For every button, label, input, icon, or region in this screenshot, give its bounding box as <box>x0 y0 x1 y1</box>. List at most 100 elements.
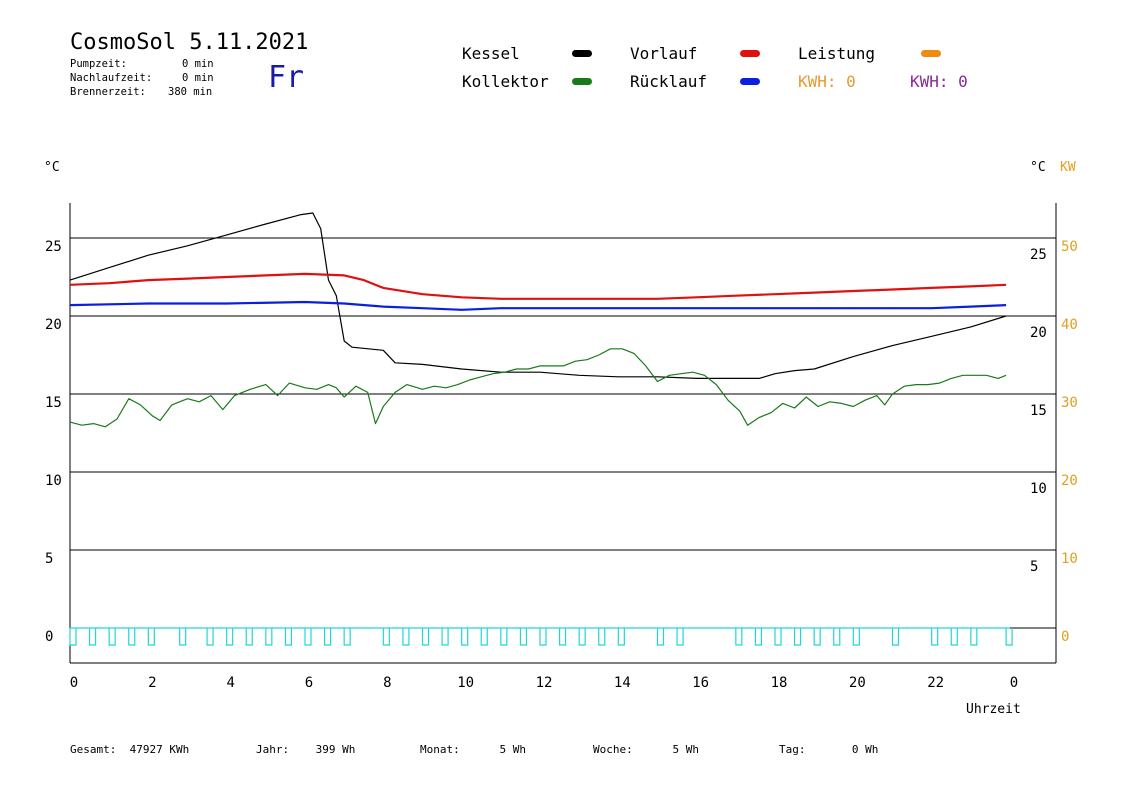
footer-woche-label: Woche: <box>593 743 633 756</box>
y-tick-label-left: 25 <box>45 239 62 255</box>
stat-label: Brennerzeit: <box>70 86 146 98</box>
leistung-pulse <box>578 628 586 646</box>
series-line-ruecklauf <box>69 300 1007 311</box>
footer-monat: Monat: 5 Wh <box>420 743 526 756</box>
series-lines <box>69 212 1013 646</box>
footer-gesamt-value: 47927 KWh <box>129 743 190 756</box>
x-axis-label: Uhrzeit <box>966 702 1021 717</box>
kwh-orange-label: KWH: 0 <box>798 72 856 91</box>
leistung-pulse <box>519 628 528 646</box>
leistung-pulse <box>656 628 665 646</box>
leistung-pulse <box>128 628 136 646</box>
footer-jahr-value: 399 Wh <box>315 743 356 756</box>
x-tick-label: 18 <box>771 675 788 691</box>
x-tick-label: 22 <box>927 675 944 691</box>
stat-value: 0 min <box>182 72 214 84</box>
leistung-pulse <box>108 628 116 646</box>
y-tick-label-left: 10 <box>45 473 62 489</box>
series-line-kollektor <box>69 348 1007 428</box>
footer-gesamt: Gesamt: 47927 KWh <box>70 743 189 756</box>
legend-vorlauf-swatch <box>740 50 760 57</box>
legend-vorlauf-label: Vorlauf <box>630 44 698 63</box>
legend-ruecklauf-swatch <box>740 78 760 85</box>
leistung-pulse <box>970 628 978 646</box>
leistung-pulse <box>950 628 958 646</box>
y-tick-label-right-c: 15 <box>1030 403 1047 419</box>
footer-gesamt-label: Gesamt: <box>70 743 117 756</box>
y-tick-label-right-kw: 50 <box>1061 239 1078 255</box>
weekday-label: Fr <box>268 60 305 95</box>
y-tick-label-right-c: 5 <box>1030 559 1038 575</box>
legend-kollektor-swatch <box>572 78 592 85</box>
leistung-pulse <box>500 628 508 646</box>
footer-woche: Woche: 5 Wh <box>593 743 699 756</box>
y-tick-label-left: 20 <box>45 317 62 333</box>
stat-pumpzeit: Pumpzeit: 0 min <box>70 58 214 70</box>
leistung-pulse <box>343 628 351 646</box>
leistung-pulse <box>480 628 488 646</box>
leistung-pulse <box>754 628 763 646</box>
y-tick-label-left: 15 <box>45 395 62 411</box>
y-tick-label-right-kw: 20 <box>1061 473 1078 489</box>
leistung-pulse <box>774 628 782 646</box>
footer-jahr: Jahr: 399 Wh <box>256 743 355 756</box>
grid-lines <box>70 237 1056 629</box>
x-tick-label: 12 <box>536 675 553 691</box>
x-tick-label: 10 <box>457 675 474 691</box>
footer-tag-value: 0 Wh <box>851 743 879 756</box>
x-tick-label: 8 <box>383 675 391 691</box>
tick-labels: 0 5 10 15 20 25 5 10 15 20 25 0 10 20 30 40 50 0 2 4 6 8 10 12 1… <box>45 239 1078 691</box>
leistung-pulse <box>813 628 821 646</box>
x-tick-label: 6 <box>305 675 313 691</box>
leistung-pulse <box>284 628 293 646</box>
y-tick-label-right-kw: 0 <box>1061 629 1069 645</box>
stat-value: 0 min <box>182 58 214 70</box>
series-line-kessel <box>69 212 1007 379</box>
leistung-pulse <box>323 628 332 646</box>
leistung-pulse <box>245 628 253 646</box>
leistung-pulse <box>735 628 743 646</box>
y-tick-label-right-kw: 40 <box>1061 317 1078 333</box>
y-tick-label-right-c: 20 <box>1030 325 1047 341</box>
legend-kollektor-label: Kollektor <box>462 72 549 91</box>
leistung-pulse <box>421 628 430 646</box>
footer-jahr-label: Jahr: <box>256 743 290 756</box>
leistung-pulse <box>1005 628 1013 646</box>
leistung-pulse <box>382 628 390 646</box>
x-tick-label: 0 <box>70 675 78 691</box>
y-tick-label-left: 0 <box>45 629 53 645</box>
leistung-pulse <box>676 628 684 646</box>
y-tick-label-right-kw: 10 <box>1061 551 1078 567</box>
leistung-pulse <box>441 628 449 646</box>
legend-kessel-label: Kessel <box>462 44 520 63</box>
y-tick-label-right-kw: 30 <box>1061 395 1078 411</box>
leistung-pulse <box>88 628 97 646</box>
stat-nachlaufzeit: Nachlaufzeit: 0 min <box>70 72 214 84</box>
stat-value: 380 min <box>168 86 213 98</box>
series-line-vorlauf <box>69 272 1007 300</box>
stat-brennerzeit: Brennerzeit: 380 min <box>70 86 212 98</box>
legend-kessel-swatch <box>572 50 592 57</box>
y-tick-label-right-c: 10 <box>1030 481 1047 497</box>
legend-leistung-label: Leistung <box>798 44 876 63</box>
kwh-purple-label: KWH: 0 <box>910 72 968 91</box>
footer-monat-label: Monat: <box>420 743 460 756</box>
leistung-pulse <box>461 628 469 646</box>
x-tick-label: 0 <box>1010 675 1018 691</box>
right-axis-unit-kw: KW <box>1060 160 1076 175</box>
stat-label: Pumpzeit: <box>70 58 127 70</box>
leistung-pulse <box>226 628 234 646</box>
leistung-pulse <box>69 628 77 646</box>
footer-tag-label: Tag: <box>779 743 806 756</box>
leistung-pulse <box>852 628 860 646</box>
x-tick-label: 16 <box>692 675 709 691</box>
leistung-pulse <box>179 628 187 646</box>
axis-lines <box>69 203 1057 664</box>
stat-label: Nachlaufzeit: <box>70 72 153 84</box>
leistung-pulse <box>402 628 410 646</box>
right-axis-unit-c: °C <box>1030 160 1046 175</box>
left-axis-unit: °C <box>44 160 60 175</box>
footer-monat-value: 5 Wh <box>499 743 527 756</box>
leistung-pulse <box>147 628 155 646</box>
